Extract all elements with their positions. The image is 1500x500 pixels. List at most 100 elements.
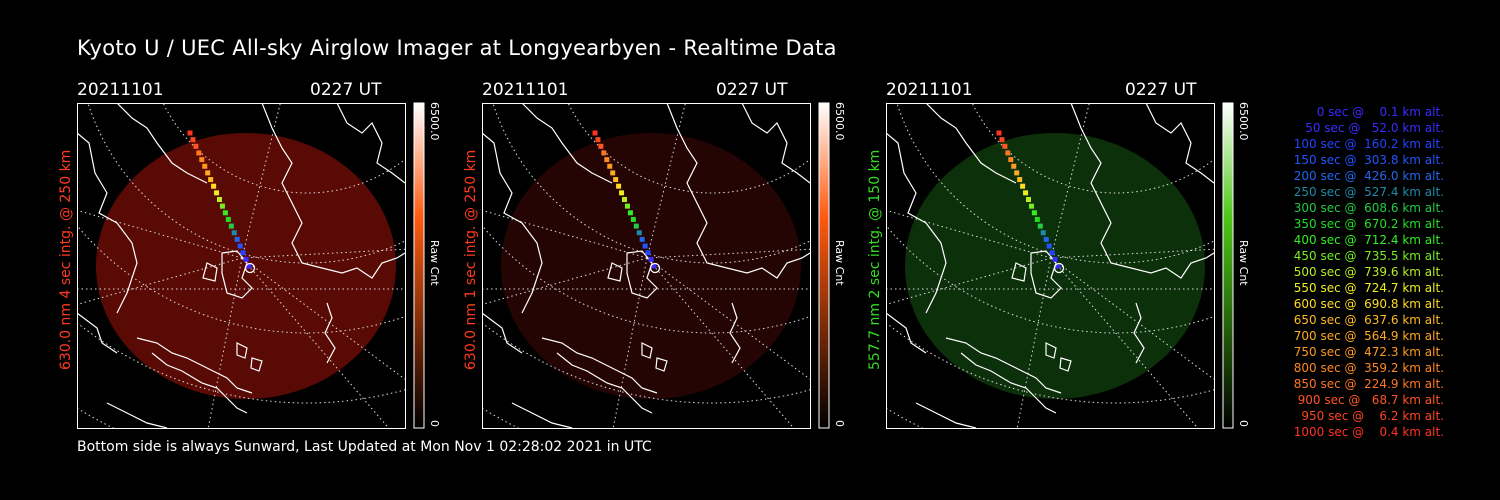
trajectory-point — [592, 130, 598, 136]
trajectory-point — [1034, 216, 1040, 222]
coastline — [741, 103, 810, 184]
trajectory-point — [1014, 170, 1020, 176]
longitude-gridline — [77, 209, 243, 259]
panel-time: 0227 UT — [1125, 80, 1197, 100]
trajectory-point — [234, 236, 240, 242]
coastline — [541, 337, 658, 394]
trajectory-point — [222, 210, 228, 216]
trajectory-point — [595, 137, 601, 143]
trajectory-point — [1040, 230, 1046, 236]
panel-time: 0227 UT — [310, 80, 382, 100]
trajectory-point — [604, 157, 610, 163]
coastline — [106, 402, 168, 428]
coastline — [1145, 103, 1214, 184]
coastline — [886, 132, 947, 314]
colorbar — [413, 102, 425, 429]
trajectory-point — [1005, 150, 1011, 156]
coastline — [1011, 262, 1027, 282]
trajectory-point — [651, 263, 657, 269]
trajectory-point — [630, 216, 636, 222]
trajectory-point — [187, 130, 193, 136]
trajectory-point — [999, 137, 1005, 143]
coastline — [960, 352, 1057, 414]
footer-note: Bottom side is always Sunward, Last Upda… — [77, 439, 652, 455]
trajectory-point — [627, 210, 633, 216]
coastline — [1045, 342, 1057, 359]
trajectory-point — [243, 256, 249, 262]
coastline — [556, 352, 653, 414]
trajectory-point — [642, 243, 648, 249]
coastline — [925, 103, 1017, 184]
legend-entry: 450 sec @ 735.5 km alt. — [1293, 249, 1444, 263]
trajectory-point — [240, 250, 246, 256]
trajectory-point — [1037, 223, 1043, 229]
trajectory-point — [624, 203, 630, 209]
trajectory-point — [1055, 263, 1061, 269]
site-marker — [1053, 262, 1065, 274]
panel-date: 20211101 — [77, 80, 164, 100]
legend-entry: 200 sec @ 426.0 km alt. — [1293, 169, 1444, 183]
trajectory-point — [648, 256, 654, 262]
legend-entry: 500 sec @ 739.6 km alt. — [1293, 265, 1444, 279]
trajectory-point — [219, 203, 225, 209]
trajectory-point — [1043, 236, 1049, 242]
coastline — [521, 103, 613, 184]
legend-entry: 100 sec @ 160.2 km alt. — [1293, 137, 1444, 151]
coastline — [482, 132, 543, 314]
trajectory-point — [636, 230, 642, 236]
legend-entry: 850 sec @ 224.9 km alt. — [1293, 377, 1444, 391]
latitude-gridline — [87, 103, 405, 264]
trajectory-point — [633, 223, 639, 229]
trajectory-point — [196, 150, 202, 156]
site-marker — [649, 262, 661, 274]
coastline — [1030, 250, 1062, 299]
trajectory-point — [199, 157, 205, 163]
trajectory-point — [231, 230, 237, 236]
longitude-gridline — [1050, 248, 1214, 259]
legend-entry: 150 sec @ 303.8 km alt. — [1293, 153, 1444, 167]
coastline — [666, 103, 810, 279]
coastline — [945, 337, 1062, 394]
site-marker — [244, 262, 256, 274]
trajectory-point — [205, 170, 211, 176]
coastline — [511, 402, 573, 428]
trajectory-point — [601, 150, 607, 156]
longitude-gridline — [77, 257, 243, 305]
legend-entry: 350 sec @ 670.2 km alt. — [1293, 217, 1444, 231]
trajectory-point — [211, 183, 217, 189]
coastline — [77, 132, 138, 314]
longitude-gridline — [482, 209, 648, 259]
coastline — [336, 103, 405, 184]
trajectory-point — [225, 216, 231, 222]
latitude-gridline — [77, 322, 405, 404]
legend-entry: 300 sec @ 608.6 km alt. — [1293, 201, 1444, 215]
longitude-gridline — [612, 257, 648, 428]
longitude-gridline — [646, 257, 794, 428]
colorbar — [1222, 102, 1234, 429]
legend-entry: 700 sec @ 564.9 km alt. — [1293, 329, 1444, 343]
trajectory-point — [202, 163, 208, 169]
trajectory-point — [1046, 243, 1052, 249]
legend-entry: 900 sec @ 68.7 km alt. — [1297, 393, 1444, 407]
legend-entry: 950 sec @ 6.2 km alt. — [1301, 409, 1444, 423]
coastline — [324, 302, 336, 364]
trajectory-point — [237, 243, 243, 249]
trajectory-point — [639, 236, 645, 242]
coastline — [261, 103, 405, 279]
trajectory-point — [1023, 190, 1029, 196]
trajectory-point — [1017, 177, 1023, 183]
coastline — [1059, 357, 1072, 372]
legend-entry: 650 sec @ 637.6 km alt. — [1293, 313, 1444, 327]
coastline — [886, 312, 927, 354]
legend-entry: 1000 sec @ 0.4 km alt. — [1293, 425, 1444, 439]
map-frame — [482, 103, 811, 429]
trajectory-point — [1049, 250, 1055, 256]
latitude-gridline — [492, 103, 810, 264]
allsky-map — [77, 102, 425, 429]
trajectory-point — [228, 223, 234, 229]
longitude-gridline — [241, 248, 405, 259]
longitude-gridline — [482, 257, 648, 305]
coastline — [151, 352, 248, 414]
coastline — [136, 337, 253, 394]
